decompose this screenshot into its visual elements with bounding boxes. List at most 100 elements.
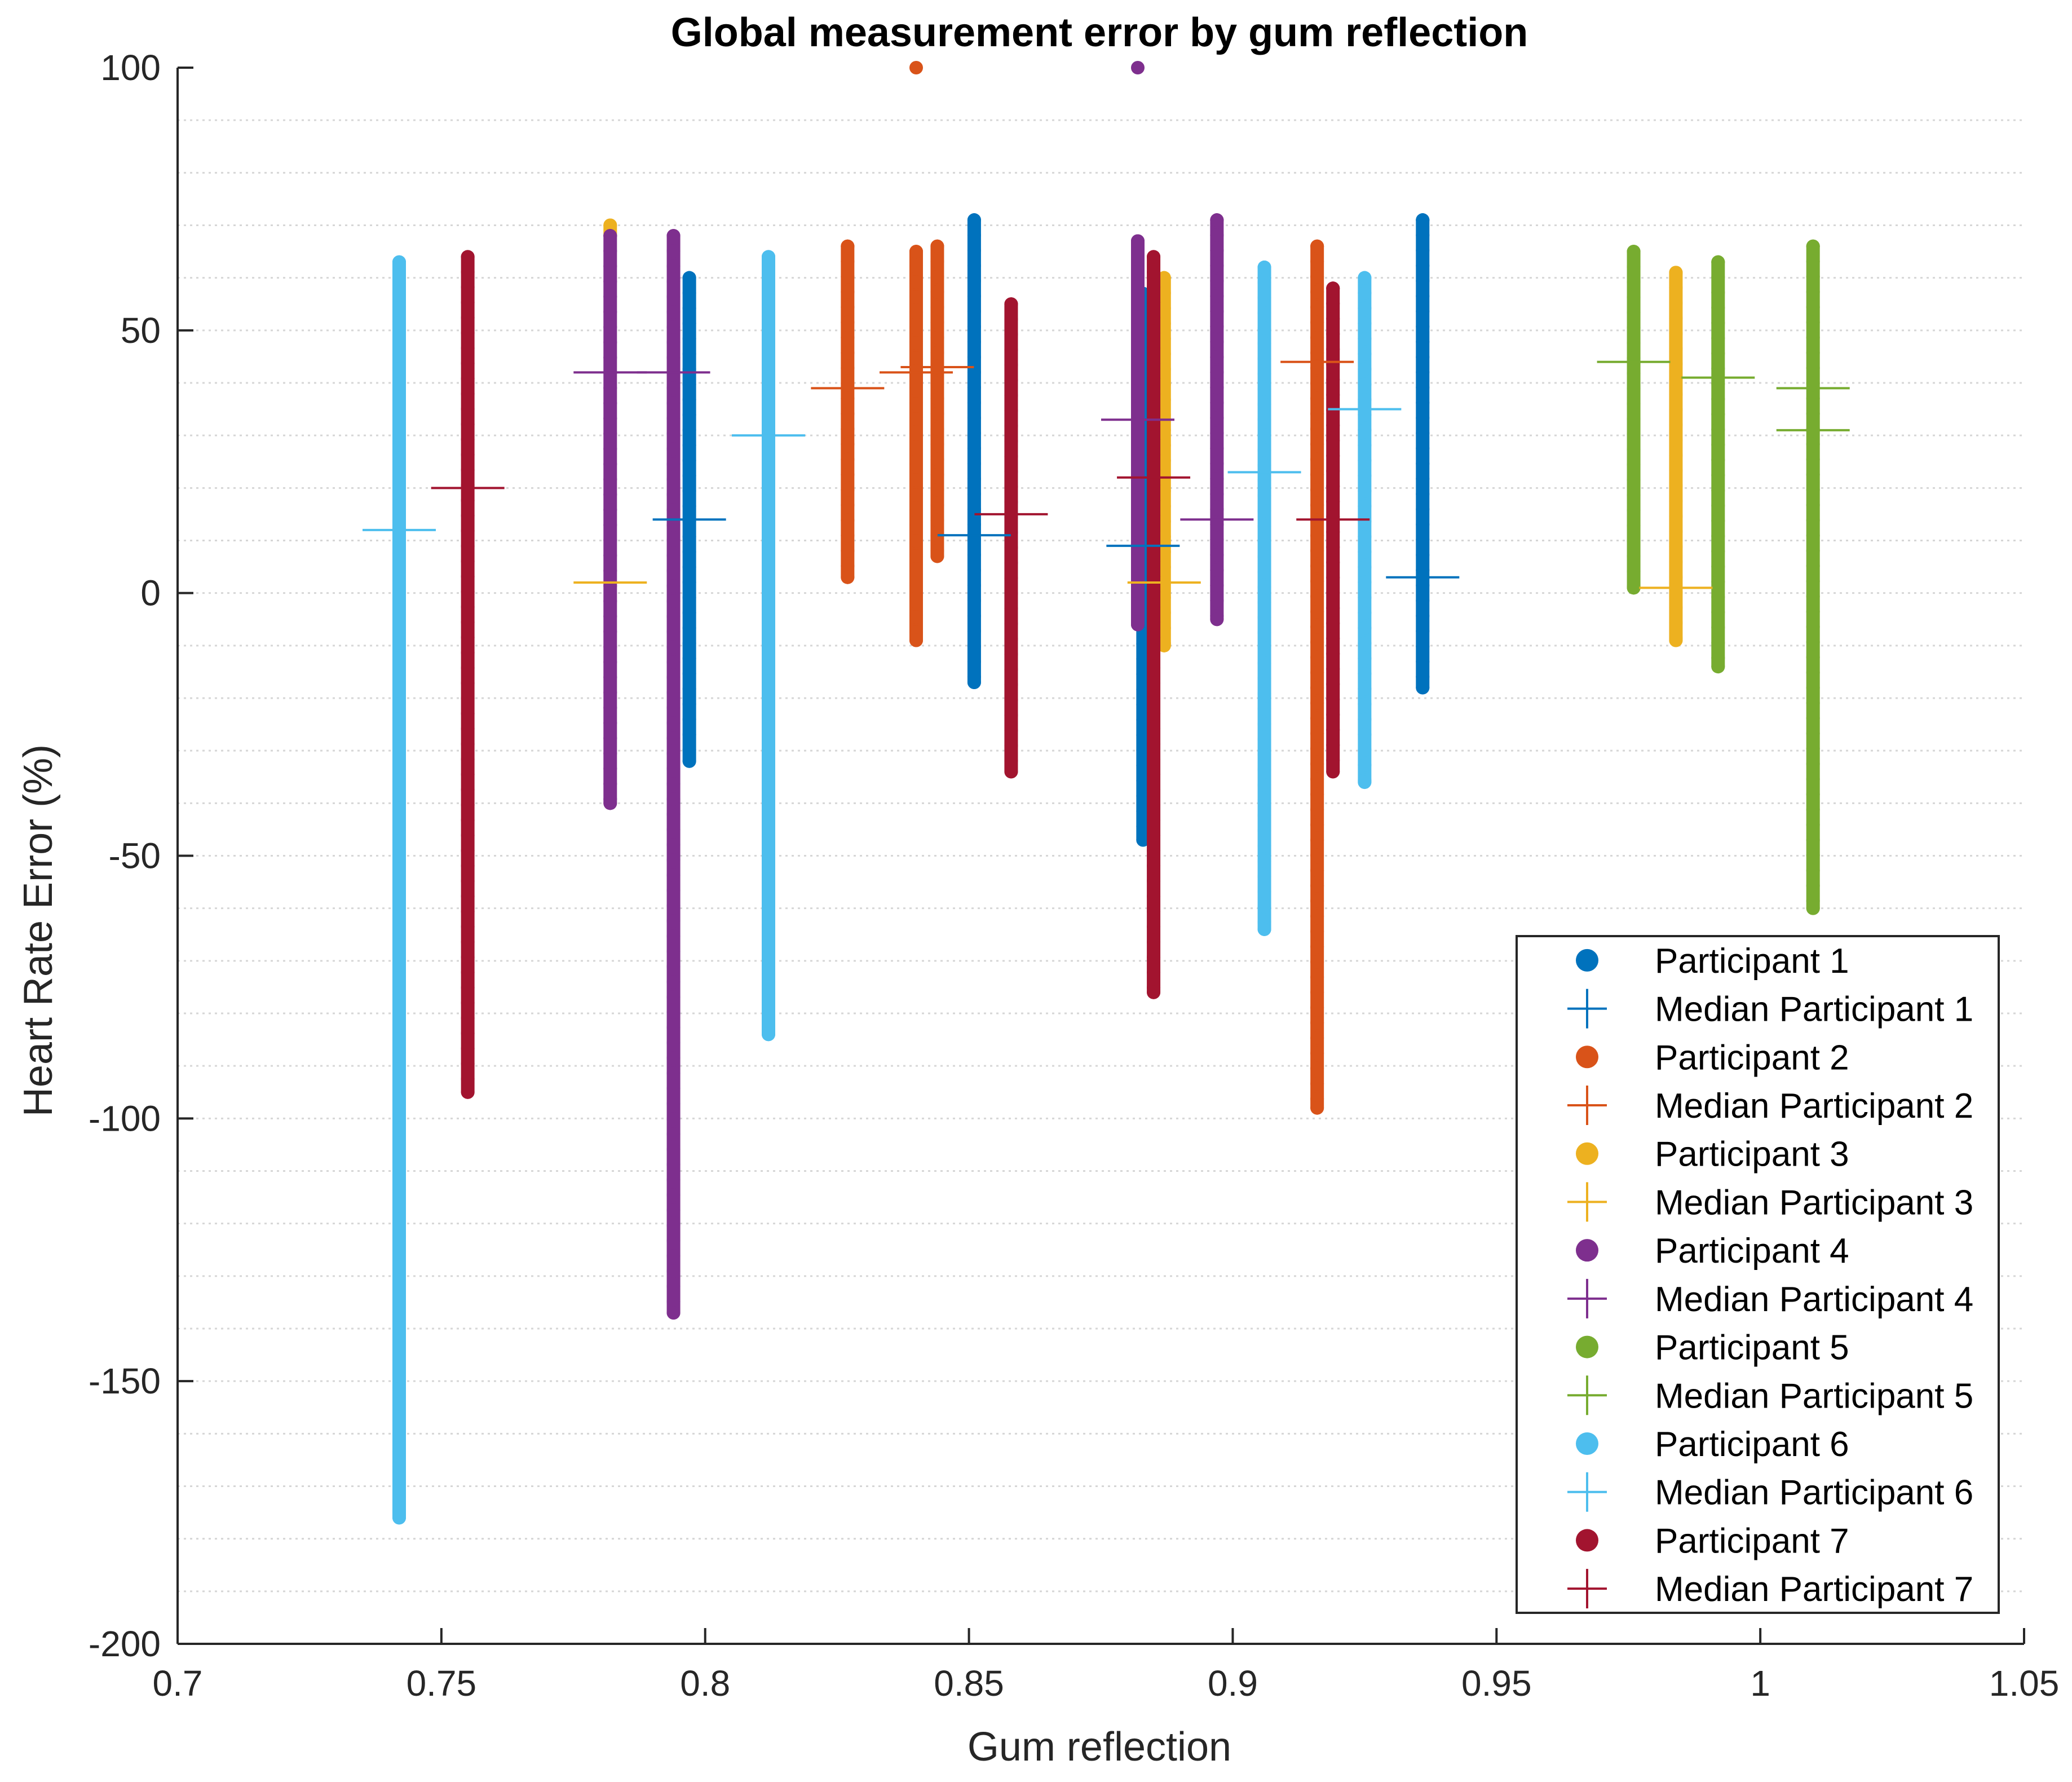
data-point — [1310, 818, 1324, 832]
data-point — [666, 914, 681, 928]
data-point — [1257, 809, 1271, 823]
data-point — [1326, 586, 1340, 600]
data-point — [392, 1123, 406, 1137]
data-point — [762, 630, 775, 645]
data-point — [1310, 1101, 1324, 1115]
data-point — [666, 1158, 681, 1172]
data-point — [1310, 879, 1324, 893]
data-point — [461, 326, 475, 340]
data-point — [461, 874, 475, 888]
data-point — [392, 696, 406, 711]
data-point — [1669, 540, 1683, 554]
data-point — [1147, 646, 1161, 660]
y-tick-label: -50 — [109, 836, 161, 876]
data-point — [967, 426, 981, 440]
data-point — [1004, 526, 1018, 540]
data-point — [967, 487, 981, 501]
legend-label-participant-6: Participant 6 — [1655, 1425, 1849, 1464]
data-point — [666, 320, 681, 334]
data-point — [461, 372, 475, 386]
data-point — [666, 564, 681, 578]
legend-label-median-participant-5: Median Participant 5 — [1655, 1377, 1973, 1415]
data-point — [1210, 365, 1224, 380]
data-point — [1310, 422, 1324, 436]
data-point — [1131, 386, 1145, 400]
data-point — [1136, 698, 1150, 712]
legend-marker-participant-1 — [1576, 949, 1598, 972]
data-point — [1669, 616, 1683, 630]
data-point — [909, 564, 923, 579]
data-point — [1157, 377, 1171, 391]
data-point — [1358, 453, 1372, 467]
data-point — [666, 412, 681, 426]
data-point — [682, 271, 696, 285]
data-point — [666, 990, 681, 1004]
data-point — [1210, 594, 1224, 608]
data-point — [603, 457, 617, 471]
data-point — [603, 427, 617, 441]
data-point — [392, 1138, 406, 1152]
data-point — [392, 407, 406, 421]
data-point — [1157, 332, 1171, 346]
data-point — [603, 412, 617, 426]
data-point — [1257, 839, 1271, 853]
data-point — [1147, 433, 1161, 447]
y-tick-label: 0 — [140, 573, 161, 614]
data-point — [1711, 453, 1725, 467]
data-point — [461, 493, 475, 508]
data-point — [1310, 620, 1324, 634]
data-point — [967, 335, 981, 349]
data-point — [392, 620, 406, 634]
data-point — [603, 503, 617, 517]
data-point — [1627, 488, 1641, 502]
data-point — [1147, 250, 1161, 264]
data-point — [392, 1473, 406, 1487]
data-point — [1257, 641, 1271, 655]
data-point — [1310, 483, 1324, 497]
data-point — [682, 392, 696, 407]
legend-label-median-participant-2: Median Participant 2 — [1655, 1087, 1973, 1126]
data-point — [909, 534, 923, 548]
data-point — [1310, 985, 1324, 999]
data-point — [603, 305, 617, 319]
data-point — [392, 833, 406, 848]
data-point — [1004, 465, 1018, 479]
data-point — [682, 575, 696, 589]
data-point — [392, 316, 406, 330]
data-point — [1627, 427, 1641, 442]
x-axis-label: Gum reflection — [967, 1724, 1231, 1770]
y-tick-label: -100 — [89, 1098, 161, 1139]
data-point — [1326, 525, 1340, 539]
data-point — [1257, 474, 1271, 488]
data-point — [392, 590, 406, 604]
data-point — [666, 731, 681, 746]
data-point — [461, 524, 475, 538]
data-point — [1147, 509, 1161, 523]
data-point — [930, 513, 944, 527]
data-point — [1257, 535, 1271, 549]
data-point — [461, 417, 475, 431]
data-point — [930, 528, 944, 542]
data-point — [1136, 758, 1150, 773]
data-point — [682, 712, 696, 726]
data-point — [461, 935, 475, 949]
data-point — [666, 427, 681, 441]
data-point — [666, 747, 681, 761]
data-point — [392, 712, 406, 726]
data-point — [1147, 752, 1161, 766]
data-point — [1806, 544, 1820, 558]
data-point — [666, 823, 681, 837]
data-point — [1257, 870, 1271, 884]
data-point — [1711, 483, 1725, 497]
data-point — [1210, 518, 1224, 532]
data-point — [1806, 361, 1820, 375]
data-point — [1147, 920, 1161, 934]
data-point — [1416, 381, 1430, 395]
data-point — [1806, 391, 1820, 405]
data-point — [682, 651, 696, 665]
data-point — [392, 1016, 406, 1030]
data-point — [1157, 438, 1171, 452]
data-point — [392, 346, 406, 360]
data-point — [682, 697, 696, 711]
